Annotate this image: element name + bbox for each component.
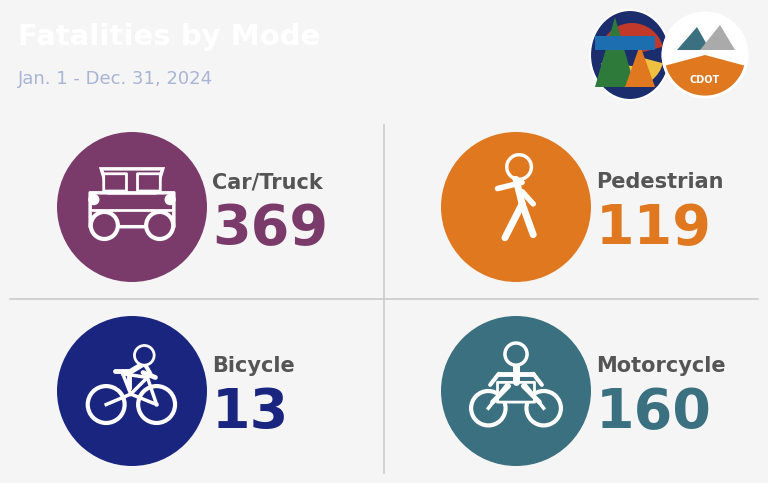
Text: 13: 13 (212, 386, 290, 440)
Text: Fatalities by Mode: Fatalities by Mode (18, 23, 320, 51)
Polygon shape (595, 17, 635, 87)
Circle shape (663, 13, 747, 97)
Circle shape (165, 195, 175, 204)
Text: Jan. 1 - Dec. 31, 2024: Jan. 1 - Dec. 31, 2024 (18, 70, 214, 88)
Circle shape (441, 316, 591, 466)
Text: 119: 119 (596, 202, 712, 256)
Circle shape (91, 212, 118, 239)
Ellipse shape (621, 44, 643, 66)
Polygon shape (101, 169, 163, 193)
Circle shape (507, 155, 531, 179)
FancyBboxPatch shape (90, 193, 174, 227)
Text: Motorcycle: Motorcycle (596, 356, 726, 376)
Circle shape (441, 132, 591, 282)
Text: Bicycle: Bicycle (212, 356, 295, 376)
Polygon shape (625, 45, 655, 87)
Text: Pedestrian: Pedestrian (596, 172, 723, 192)
Circle shape (57, 132, 207, 282)
Circle shape (88, 386, 124, 423)
Circle shape (89, 195, 99, 204)
Text: CDOT: CDOT (690, 75, 720, 85)
Polygon shape (677, 27, 710, 50)
Text: 160: 160 (596, 386, 712, 440)
Circle shape (526, 391, 561, 426)
Wedge shape (601, 23, 663, 55)
FancyBboxPatch shape (595, 36, 655, 50)
Circle shape (471, 391, 505, 426)
Circle shape (505, 343, 527, 365)
FancyBboxPatch shape (104, 174, 127, 191)
Text: Car/Truck: Car/Truck (212, 172, 323, 192)
Circle shape (57, 316, 207, 466)
FancyBboxPatch shape (137, 174, 161, 191)
Wedge shape (601, 55, 663, 87)
Ellipse shape (590, 10, 670, 100)
Text: 369: 369 (212, 202, 328, 256)
Circle shape (146, 212, 174, 239)
Polygon shape (700, 25, 735, 50)
Circle shape (138, 386, 175, 423)
FancyBboxPatch shape (498, 383, 535, 402)
Circle shape (134, 345, 154, 365)
Wedge shape (664, 55, 746, 97)
